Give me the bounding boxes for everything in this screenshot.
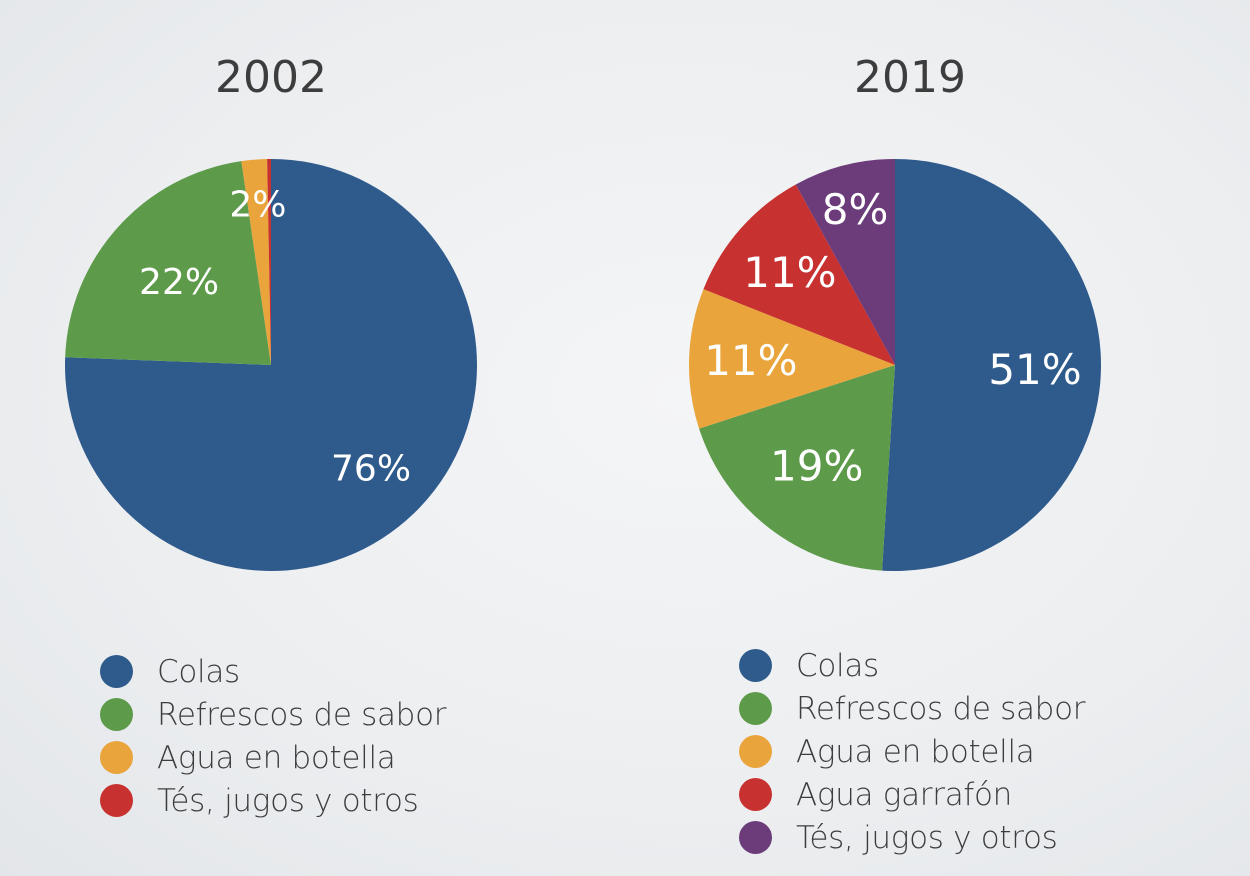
data-label-agua-garrafon: 11%: [743, 248, 836, 297]
pie-slice-colas: [882, 159, 1101, 571]
data-label-colas: 76%: [331, 448, 411, 489]
pie-slice-agua-en-botella: [689, 289, 895, 429]
legend-item-tes-jugos-y-otros: Tés, jugos y otros: [100, 779, 446, 822]
legend-label: Refrescos de sabor: [157, 696, 447, 733]
legend-item-colas: Colas: [739, 644, 1085, 687]
pie-slice-tes-jugos-y-otros: [267, 159, 271, 365]
legend-label: Colas: [157, 653, 240, 690]
chart-title-2019: 2019: [854, 52, 966, 103]
pie-slice-agua-garrafon: [703, 184, 895, 365]
pie-slice-tes-jugos-y-otros: [795, 159, 895, 365]
legend-label: Tés, jugos y otros: [796, 819, 1058, 856]
legend-swatch: [100, 741, 133, 774]
data-label-refrescos-de-sabor: 19%: [770, 441, 863, 490]
legend-label: Agua en botella: [796, 733, 1035, 770]
legend-swatch: [739, 778, 772, 811]
legend-swatch: [739, 649, 772, 682]
pie-chart-2002: 2002 76% 22%2%: [65, 52, 477, 571]
legend-label: Agua garrafón: [796, 776, 1013, 813]
data-label-agua-en-botella: 11%: [704, 336, 797, 385]
pie-slice-refrescos-de-sabor: [699, 365, 895, 571]
legend-label: Colas: [796, 647, 879, 684]
legend-item-colas: Colas: [100, 650, 446, 693]
data-label-tes-jugos-y-otros: 8%: [822, 185, 889, 234]
legend-label: Agua en botella: [157, 739, 396, 776]
legend-item-agua-garrafon: Agua garrafón: [739, 773, 1085, 816]
legend-2019: Colas Refrescos de sabor Agua en botella Ag…: [739, 644, 1085, 859]
pie-chart-2019: 2019 51% 19% 11% 11% 8%: [689, 52, 1101, 571]
legend-swatch: [739, 692, 772, 725]
pie-slice-refrescos-de-sabor: [65, 161, 272, 365]
data-label-refrescos-de-sabor: 22%: [139, 262, 219, 303]
data-label-agua-en-botella: 2%: [229, 184, 286, 225]
legend-label: Tés, jugos y otros: [157, 782, 419, 819]
legend-swatch: [739, 735, 772, 768]
legend-item-refrescos-de-sabor: Refrescos de sabor: [100, 693, 446, 736]
legend-item-agua-en-botella: Agua en botella: [739, 730, 1085, 773]
legend-swatch: [100, 698, 133, 731]
chart-title-2002: 2002: [215, 52, 327, 103]
legend-swatch: [100, 784, 133, 817]
data-label-colas: 51%: [988, 345, 1081, 394]
legend-item-tes-jugos-y-otros: Tés, jugos y otros: [739, 816, 1085, 859]
legend-item-refrescos-de-sabor: Refrescos de sabor: [739, 687, 1085, 730]
legend-item-agua-en-botella: Agua en botella: [100, 736, 446, 779]
pie-slice-agua-en-botella: [241, 159, 271, 365]
legend-label: Refrescos de sabor: [796, 690, 1086, 727]
legend-swatch: [100, 655, 133, 688]
legend-2002: Colas Refrescos de sabor Agua en botella Té…: [100, 650, 446, 822]
legend-swatch: [739, 821, 772, 854]
